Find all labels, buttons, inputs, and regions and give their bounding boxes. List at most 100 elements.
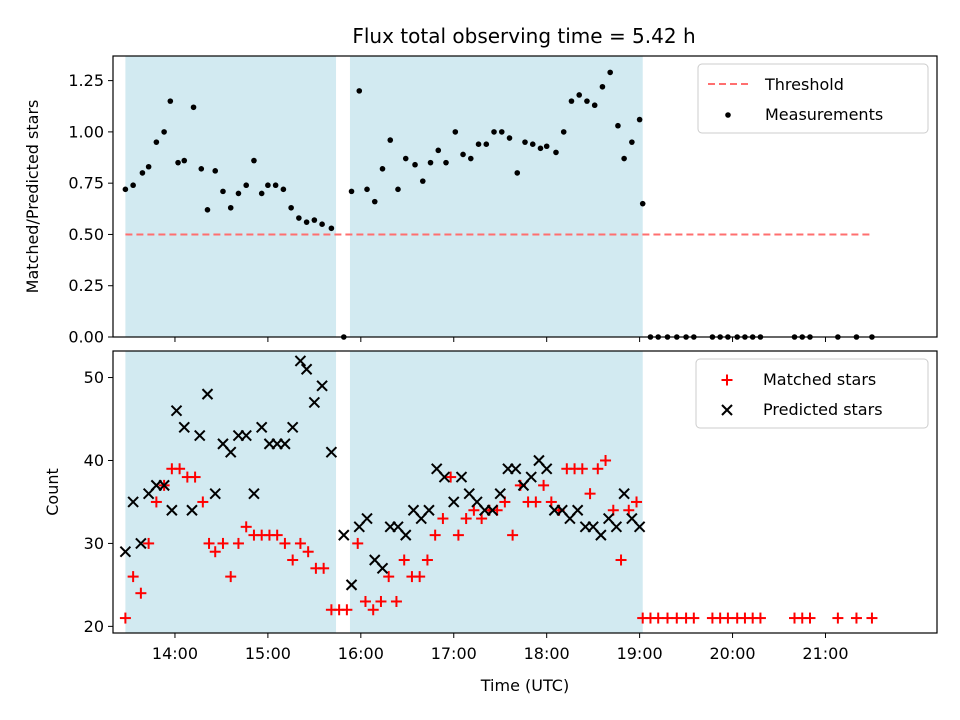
cross-stroke — [166, 504, 178, 516]
measurement-point — [522, 139, 528, 145]
matched-star-point — [127, 571, 139, 583]
observing-windows — [125, 351, 643, 633]
measurement-point — [379, 166, 386, 172]
matched-star-point — [631, 496, 643, 508]
predicted-star-point — [248, 487, 260, 500]
cross-stroke — [338, 529, 350, 541]
measurement-point — [529, 141, 536, 147]
matched-star-point — [209, 546, 221, 558]
count-points — [119, 355, 878, 624]
predicted-star-point — [240, 429, 252, 442]
matched-star-point — [414, 571, 426, 583]
cross-stroke — [316, 380, 328, 392]
predicted-star-point — [525, 471, 537, 483]
measurement-point — [280, 186, 287, 193]
y-axis-label-bottom: Count — [43, 468, 62, 516]
predicted-star-point — [338, 529, 350, 541]
y-tick-label: 50 — [84, 368, 104, 387]
matched-star-point — [652, 612, 664, 624]
measurement-point — [435, 147, 442, 154]
matched-star-point — [359, 595, 371, 607]
legend-threshold-label: Threshold — [764, 75, 844, 94]
measurement-point — [130, 182, 136, 189]
cross-stroke — [279, 438, 291, 450]
predicted-star-point — [455, 471, 468, 483]
x-tick-label: 16:00 — [338, 644, 384, 663]
measurement-point — [584, 98, 590, 104]
predicted-star-point — [135, 537, 147, 550]
predicted-star-point — [127, 496, 139, 508]
matched-star-point — [302, 546, 314, 558]
predicted-star-point — [300, 363, 313, 375]
measurement-point — [328, 225, 335, 232]
predicted-star-point — [633, 521, 646, 533]
matched-star-point — [352, 537, 364, 549]
cross-stroke — [209, 487, 221, 500]
measurement-point — [212, 168, 219, 174]
measurement-point — [514, 170, 521, 176]
x-axis-label: Time (UTC) — [480, 676, 569, 695]
measurement-point — [621, 155, 627, 162]
predicted-star-point — [308, 396, 321, 409]
x-ticks-bottom: 14:00 15:00 16:00 17:00 18:00 19:00 20:00 21:00 — [152, 633, 849, 663]
cross-stroke — [286, 421, 299, 434]
measurement-point — [412, 161, 418, 168]
matched-star-point — [197, 496, 209, 508]
matched-star-point — [661, 612, 673, 624]
matched-star-point — [429, 529, 441, 541]
predicted-star-point — [361, 512, 373, 525]
predicted-star-point — [225, 446, 237, 458]
cross-stroke — [361, 512, 373, 525]
matched-star-point — [615, 554, 627, 566]
cross-stroke — [376, 562, 389, 575]
measurement-point — [190, 104, 197, 111]
matched-star-point — [460, 513, 472, 525]
matched-star-point — [530, 496, 542, 508]
cross-stroke — [533, 454, 545, 467]
cross-stroke — [595, 529, 607, 541]
x-tick-label: 15:00 — [245, 644, 291, 663]
x-tick-label: 14:00 — [152, 644, 198, 663]
measurement-point — [475, 141, 482, 147]
predicted-star-point — [158, 479, 170, 492]
matched-star-point — [383, 571, 395, 583]
matched-star-point — [722, 612, 734, 624]
cross-stroke — [255, 421, 268, 434]
matched-star-point — [240, 521, 252, 533]
matched-star-point — [294, 537, 306, 549]
cross-stroke — [201, 388, 214, 400]
matched-star-point — [143, 537, 155, 549]
y-tick-label: 0.25 — [68, 276, 104, 295]
y-tick-label: 1.00 — [68, 122, 104, 141]
cross-stroke — [300, 363, 313, 375]
cross-stroke — [610, 521, 623, 533]
measurement-point — [419, 178, 426, 184]
measurement-point — [288, 204, 294, 211]
y-tick-label: 30 — [84, 534, 104, 553]
legend-bottom: Matched stars Predicted stars — [695, 358, 929, 429]
matched-star-point — [150, 496, 162, 508]
matched-star-point — [271, 529, 283, 541]
measurement-point — [629, 139, 635, 145]
predicted-star-point — [194, 429, 206, 442]
cross-stroke — [438, 471, 451, 483]
predicted-star-point — [294, 355, 307, 367]
matched-star-point — [545, 496, 557, 508]
legend-predicted-swatch — [721, 404, 733, 416]
cross-stroke — [240, 429, 252, 442]
cross-stroke — [423, 504, 435, 516]
cross-stroke — [170, 405, 183, 417]
matched-star-point — [203, 537, 215, 549]
y-tick-label: 0.00 — [68, 328, 104, 347]
cross-stroke — [369, 554, 381, 566]
predicted-star-point — [345, 579, 358, 591]
measurement-point — [139, 170, 146, 176]
predicted-star-point — [376, 562, 389, 575]
matched-star-point — [576, 463, 588, 475]
axes-frame-top — [112, 55, 938, 338]
measurement-point — [167, 98, 174, 104]
y-tick-label: 20 — [84, 617, 104, 636]
measurement-point — [272, 182, 279, 189]
x-tick-label: 18:00 — [524, 644, 570, 663]
